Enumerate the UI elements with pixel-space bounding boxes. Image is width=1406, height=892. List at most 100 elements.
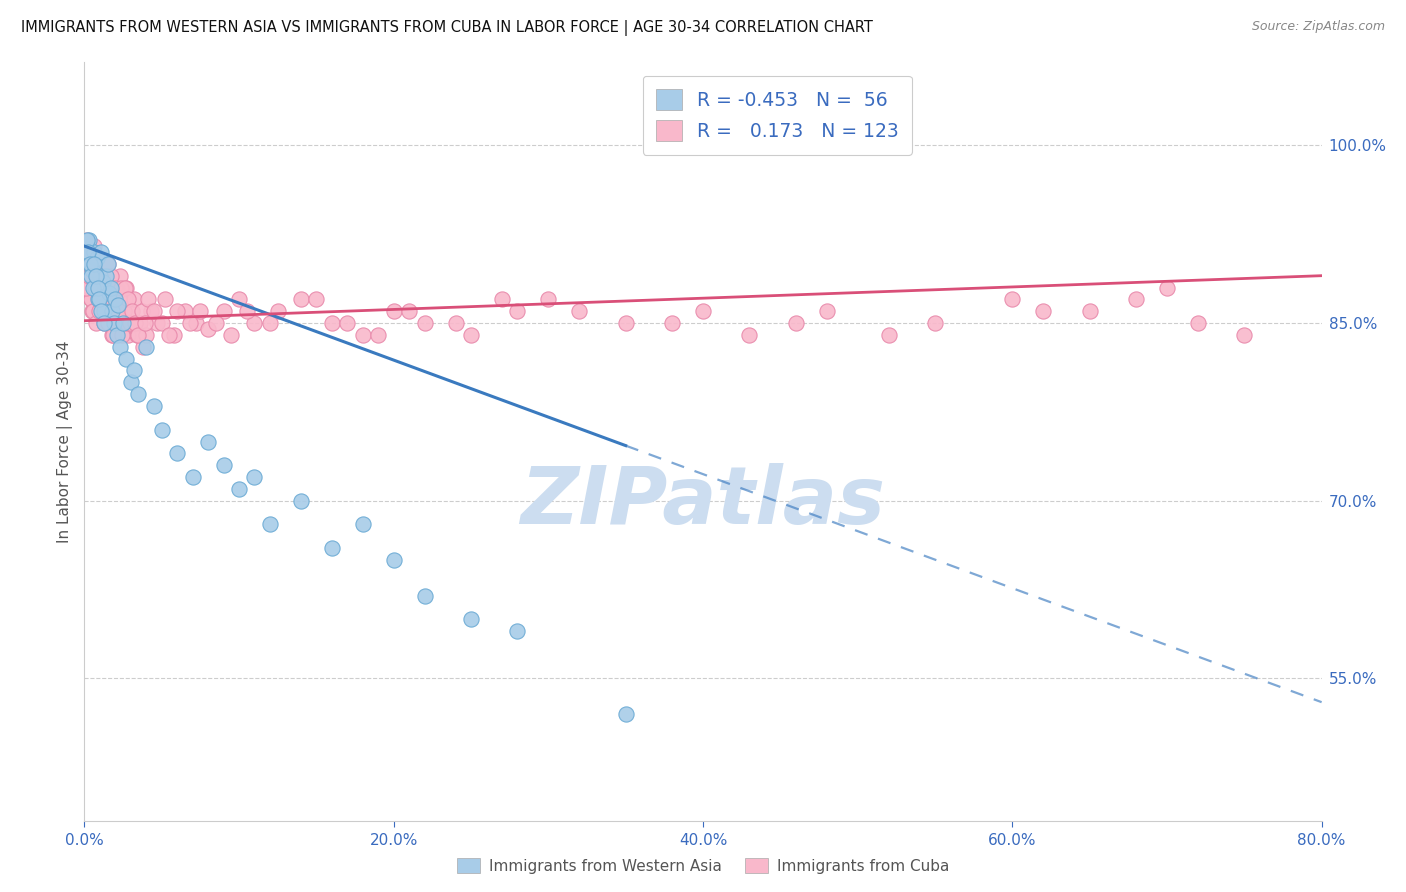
Point bbox=[568, 304, 591, 318]
Point bbox=[107, 316, 129, 330]
Point bbox=[82, 304, 104, 318]
Point bbox=[197, 434, 219, 449]
Point bbox=[118, 310, 141, 325]
Point bbox=[1078, 304, 1101, 318]
Point bbox=[877, 327, 900, 342]
Point bbox=[100, 268, 122, 283]
Point bbox=[96, 257, 118, 271]
Point bbox=[305, 293, 328, 307]
Point bbox=[139, 304, 162, 318]
Point bbox=[135, 340, 157, 354]
Point bbox=[336, 316, 359, 330]
Point bbox=[815, 304, 838, 318]
Point bbox=[614, 316, 637, 330]
Point bbox=[83, 245, 105, 260]
Point bbox=[1001, 293, 1024, 307]
Legend: R = -0.453   N =  56, R =   0.173   N = 123: R = -0.453 N = 56, R = 0.173 N = 123 bbox=[643, 76, 912, 154]
Point bbox=[352, 327, 374, 342]
Point bbox=[413, 316, 436, 330]
Point bbox=[82, 262, 104, 277]
Point bbox=[290, 493, 312, 508]
Point bbox=[1156, 280, 1178, 294]
Point bbox=[103, 316, 125, 330]
Point bbox=[77, 268, 100, 283]
Point bbox=[228, 293, 250, 307]
Point bbox=[107, 298, 129, 312]
Point bbox=[132, 340, 155, 354]
Point bbox=[77, 280, 100, 294]
Point bbox=[352, 517, 374, 532]
Point bbox=[197, 322, 219, 336]
Point bbox=[321, 541, 343, 556]
Point bbox=[131, 304, 153, 318]
Point bbox=[112, 304, 135, 318]
Point bbox=[77, 245, 100, 260]
Point bbox=[136, 293, 159, 307]
Point bbox=[82, 280, 104, 294]
Point bbox=[98, 316, 121, 330]
Point bbox=[93, 286, 115, 301]
Point bbox=[460, 612, 482, 626]
Point bbox=[90, 268, 112, 283]
Point bbox=[146, 316, 169, 330]
Point bbox=[738, 327, 761, 342]
Point bbox=[491, 293, 513, 307]
Point bbox=[382, 304, 405, 318]
Point bbox=[127, 387, 149, 401]
Point bbox=[77, 233, 100, 247]
Y-axis label: In Labor Force | Age 30-34: In Labor Force | Age 30-34 bbox=[58, 340, 73, 543]
Point bbox=[84, 268, 107, 283]
Point bbox=[115, 280, 138, 294]
Text: IMMIGRANTS FROM WESTERN ASIA VS IMMIGRANTS FROM CUBA IN LABOR FORCE | AGE 30-34 : IMMIGRANTS FROM WESTERN ASIA VS IMMIGRAN… bbox=[21, 20, 873, 36]
Point bbox=[924, 316, 946, 330]
Point bbox=[114, 293, 136, 307]
Point bbox=[117, 327, 139, 342]
Point bbox=[77, 268, 100, 283]
Point bbox=[444, 316, 467, 330]
Point bbox=[90, 304, 112, 318]
Point bbox=[75, 280, 97, 294]
Point bbox=[134, 316, 156, 330]
Text: ZIPatlas: ZIPatlas bbox=[520, 463, 886, 541]
Point bbox=[143, 399, 166, 413]
Point bbox=[129, 316, 152, 330]
Point bbox=[91, 275, 114, 289]
Point bbox=[79, 280, 101, 294]
Legend: Immigrants from Western Asia, Immigrants from Cuba: Immigrants from Western Asia, Immigrants… bbox=[451, 852, 955, 880]
Point bbox=[537, 293, 560, 307]
Point bbox=[121, 304, 143, 318]
Point bbox=[188, 304, 212, 318]
Point bbox=[79, 257, 101, 271]
Point bbox=[87, 293, 110, 307]
Point bbox=[120, 376, 142, 390]
Point bbox=[785, 316, 807, 330]
Point bbox=[159, 327, 180, 342]
Point bbox=[89, 304, 111, 318]
Point bbox=[122, 293, 145, 307]
Point bbox=[174, 304, 197, 318]
Point bbox=[80, 293, 103, 307]
Point bbox=[259, 517, 281, 532]
Point bbox=[153, 293, 176, 307]
Point bbox=[166, 304, 188, 318]
Point bbox=[96, 304, 118, 318]
Point bbox=[83, 257, 105, 271]
Point bbox=[661, 316, 683, 330]
Point bbox=[105, 327, 128, 342]
Point bbox=[150, 423, 173, 437]
Point bbox=[205, 316, 228, 330]
Point bbox=[84, 280, 107, 294]
Point bbox=[228, 482, 250, 496]
Point bbox=[86, 280, 108, 294]
Point bbox=[118, 316, 141, 330]
Point bbox=[104, 293, 127, 307]
Point bbox=[115, 351, 138, 366]
Point bbox=[100, 280, 122, 294]
Point bbox=[398, 304, 420, 318]
Point bbox=[163, 327, 186, 342]
Point bbox=[98, 286, 121, 301]
Point bbox=[89, 268, 111, 283]
Point bbox=[86, 280, 108, 294]
Point bbox=[82, 304, 104, 318]
Point bbox=[86, 275, 108, 289]
